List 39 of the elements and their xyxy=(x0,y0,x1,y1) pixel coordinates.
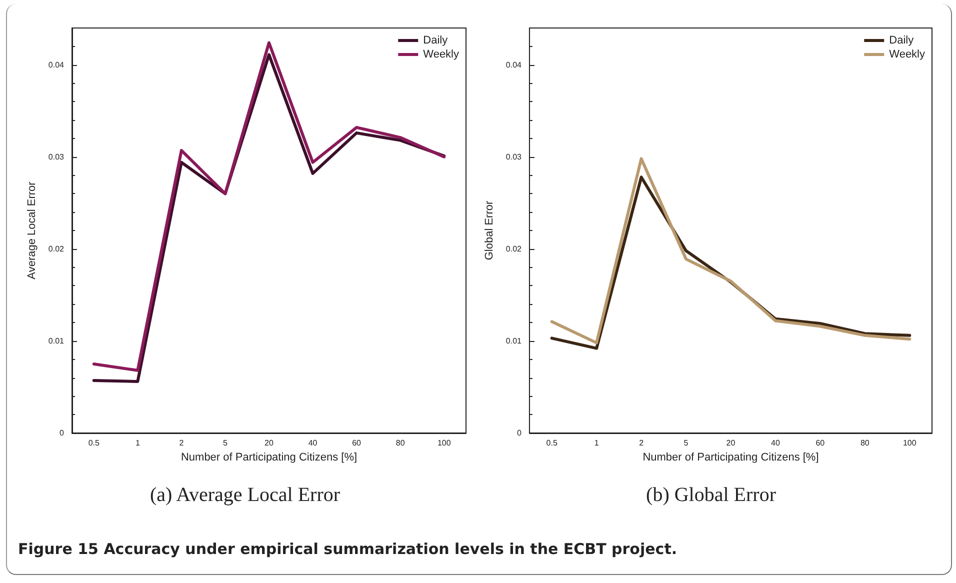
x-tick-label: 5 xyxy=(222,438,228,448)
y-tick-label: 0.03 xyxy=(48,152,65,162)
x-axis-title: Number of Participating Citizens [%] xyxy=(642,451,819,464)
x-tick-label: 5 xyxy=(684,438,689,448)
x-tick-label: 20 xyxy=(264,438,274,448)
x-tick-label: 20 xyxy=(726,438,736,448)
x-tick-label: 2 xyxy=(639,438,644,448)
y-tick-label: 0.04 xyxy=(506,60,522,70)
legend-label: Weekly xyxy=(889,48,926,60)
x-tick-label: 100 xyxy=(437,438,452,448)
x-tick-label: 80 xyxy=(396,438,406,448)
x-tick-label: 40 xyxy=(308,438,318,448)
legend-label: Daily xyxy=(423,34,448,46)
x-tick-label: 1 xyxy=(135,438,140,448)
legend-label: Daily xyxy=(889,34,914,46)
x-axis-title: Number of Participating Citizens [%] xyxy=(180,451,358,464)
x-tick-label: 80 xyxy=(860,438,870,448)
text: (b) Global Error xyxy=(646,484,776,506)
y-tick-label: 0 xyxy=(60,428,65,438)
y-tick-label: 0 xyxy=(517,428,522,438)
y-tick-label: 0.01 xyxy=(48,336,65,346)
y-tick-label: 0.04 xyxy=(48,60,65,70)
y-axis-title: Global Error xyxy=(484,200,496,260)
x-tick-label: 60 xyxy=(816,438,826,448)
caption: Figure 15 Accuracy under empirical summarization levels in the ECBT project. xyxy=(18,540,678,558)
y-tick-label: 0.02 xyxy=(506,244,522,254)
x-tick-label: 0.5 xyxy=(88,438,100,448)
x-tick-label: 0.5 xyxy=(546,438,558,448)
y-tick-label: 0.03 xyxy=(506,152,522,162)
x-tick-label: 100 xyxy=(902,438,917,448)
x-tick-label: 40 xyxy=(771,438,780,448)
legend-label: Weekly xyxy=(423,48,460,60)
x-tick-label: 2 xyxy=(179,438,184,448)
x-tick-label: 60 xyxy=(352,438,362,448)
x-tick-label: 1 xyxy=(594,438,600,448)
y-axis-title: Average Local Error xyxy=(26,181,38,280)
text: (a) Average Local Error xyxy=(150,484,340,506)
y-tick-label: 0.02 xyxy=(48,244,65,254)
y-tick-label: 0.01 xyxy=(506,336,522,346)
